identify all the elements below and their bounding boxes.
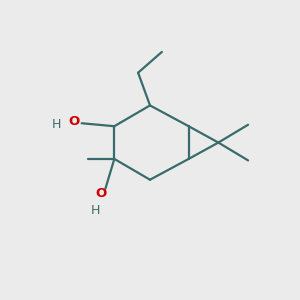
Text: O: O bbox=[69, 115, 80, 128]
Text: H: H bbox=[52, 118, 61, 131]
Text: O: O bbox=[95, 187, 106, 200]
Text: H: H bbox=[90, 204, 100, 218]
